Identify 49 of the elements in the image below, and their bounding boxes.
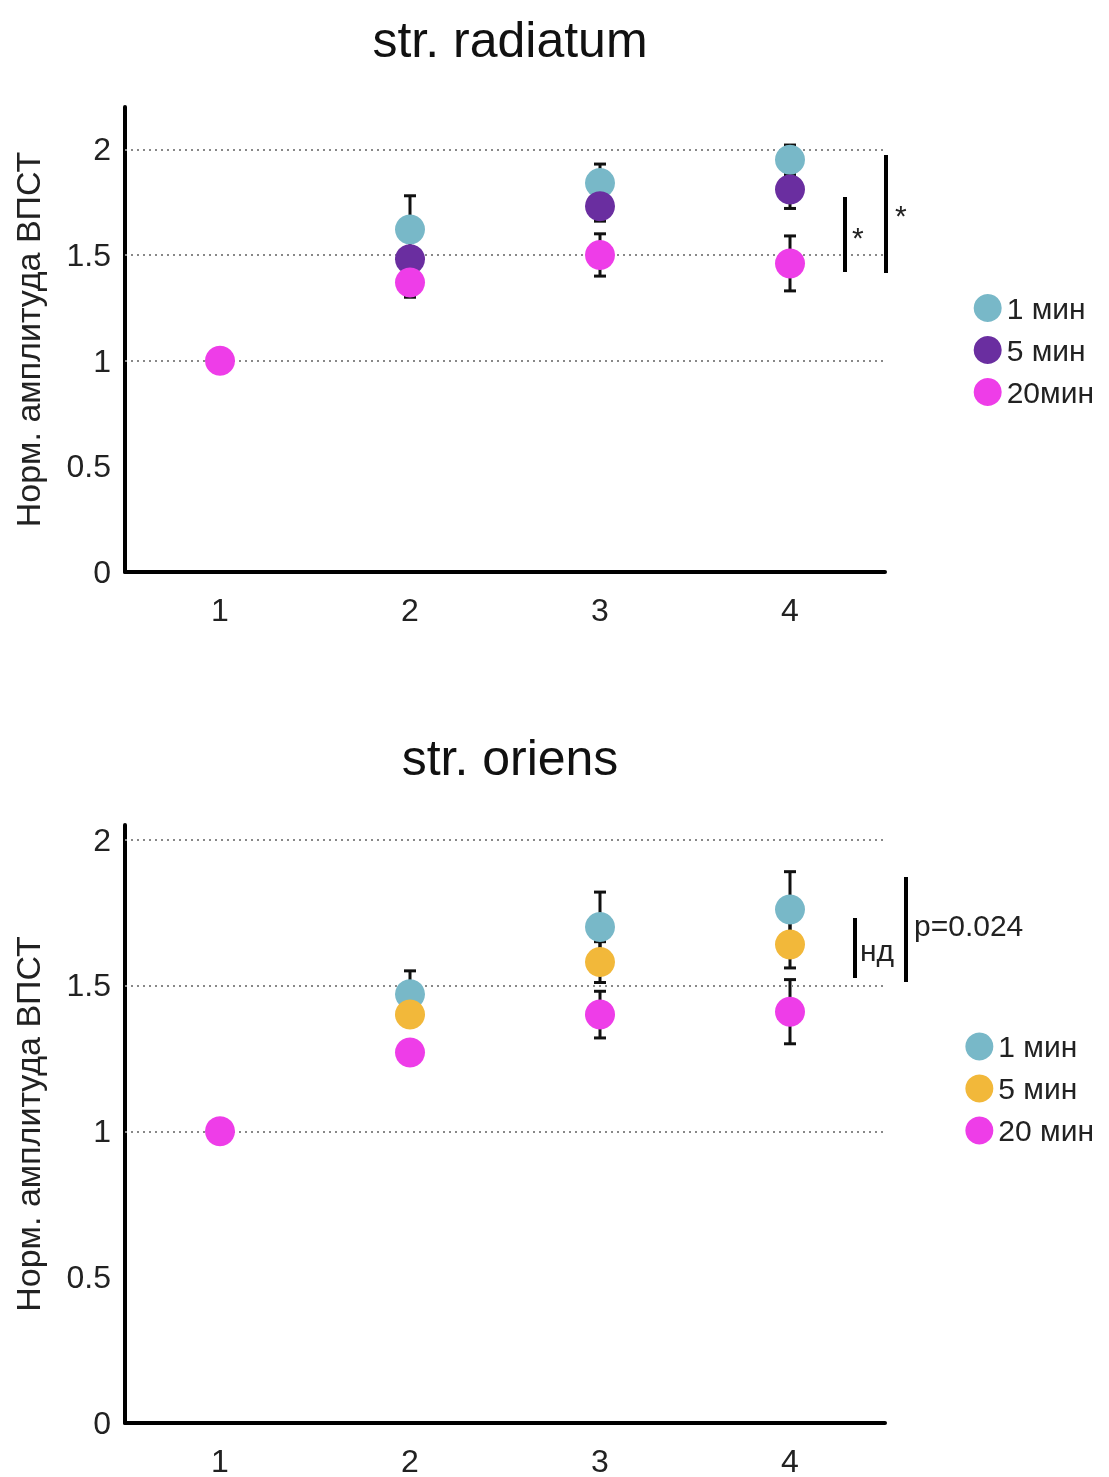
- y-tick-label: 1: [93, 342, 111, 379]
- x-tick-label: 3: [591, 1443, 609, 1477]
- text: *: [895, 198, 907, 232]
- y-axis-title: Норм. амплитуда ВПСТ: [9, 936, 47, 1312]
- point: [775, 929, 805, 960]
- point: [585, 191, 615, 222]
- y-tick-label: 0.5: [66, 448, 111, 485]
- y-tick-label: 1: [93, 1113, 111, 1150]
- chart-title: str. oriens: [401, 730, 619, 786]
- annotation: *: [852, 220, 864, 254]
- point: [395, 267, 425, 298]
- point: [585, 999, 615, 1030]
- x-tick-label: 4: [781, 592, 799, 628]
- y-tick-label: 1.5: [66, 236, 111, 273]
- legend-label: 5 мин: [1006, 333, 1086, 367]
- y-tick-label: 2: [93, 131, 111, 168]
- x-tick-label: 4: [781, 1443, 799, 1477]
- point: [395, 214, 425, 245]
- y-tick-label: 0: [93, 554, 111, 590]
- x-tick-label: 2: [401, 592, 419, 628]
- legend-label: 20мин: [1006, 375, 1095, 409]
- y-tick-label: 0.5: [66, 1259, 111, 1296]
- point: [585, 912, 615, 943]
- y-tick-label: 0: [93, 1405, 111, 1441]
- point: [775, 144, 805, 175]
- point: [585, 947, 615, 978]
- point: [585, 239, 615, 270]
- point: [775, 174, 805, 205]
- chart-title: str. radiatum: [372, 12, 648, 68]
- point: [775, 996, 805, 1027]
- x-tick-label: 1: [211, 1443, 229, 1477]
- legend-label: 1 мин: [998, 1030, 1078, 1063]
- legend-label: 1 мин: [1006, 291, 1086, 325]
- point: [395, 1037, 425, 1068]
- x-tick-label: 3: [591, 592, 609, 628]
- point: [775, 248, 805, 279]
- annotation: нд: [860, 933, 895, 967]
- point: [395, 999, 425, 1030]
- point: [775, 894, 805, 925]
- legend-label: 20 мин: [998, 1114, 1094, 1147]
- x-tick-label: 1: [211, 592, 229, 628]
- point: [205, 345, 235, 376]
- legend-label: 5 мин: [998, 1072, 1078, 1105]
- x-tick-label: 2: [401, 1443, 419, 1477]
- y-tick-label: 1.5: [66, 967, 111, 1004]
- point: [205, 1116, 235, 1147]
- text: p=0.024: [914, 908, 1024, 942]
- y-axis-title: Норм. амплитуда ВПСТ: [9, 151, 47, 528]
- y-tick-label: 2: [93, 821, 111, 858]
